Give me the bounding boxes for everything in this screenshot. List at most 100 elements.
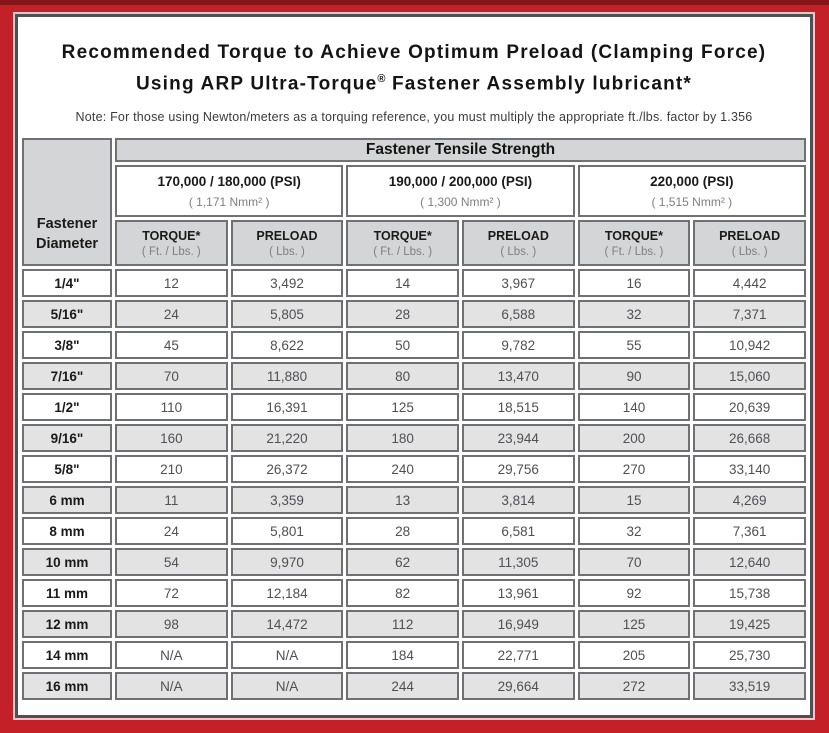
preload-value-cell: 22,771	[461, 641, 575, 670]
fastener-diameter-cell: 9/16"	[22, 424, 112, 453]
group-header-tensile-strength: Fastener Tensile Strength	[115, 138, 806, 163]
preload-value-cell: 16,391	[230, 393, 344, 422]
preload-value-cell: 4,442	[693, 269, 806, 298]
preload-value-cell: 3,814	[461, 486, 575, 515]
torque-value-cell: 205	[577, 641, 691, 670]
preload-value-cell: 15,738	[693, 579, 806, 608]
torque-label: TORQUE*	[373, 228, 432, 243]
preload-value-cell: 19,425	[693, 610, 806, 639]
preload-value-cell: 5,801	[230, 517, 344, 546]
torque-value-cell: 92	[577, 579, 691, 608]
preload-value-cell: 12,184	[230, 579, 344, 608]
table-row: 16 mm N/A N/A 244 29,664 272 33,519	[22, 672, 806, 701]
preload-value-cell: 7,371	[693, 300, 806, 329]
table-row: 7/16" 70 11,880 80 13,470 90 15,060	[22, 362, 806, 391]
preload-value-cell: 7,361	[693, 517, 806, 546]
fastener-diameter-cell: 16 mm	[22, 672, 112, 701]
torque-value-cell: 70	[577, 548, 691, 577]
nmm-label: ( 1,515 Nmm² )	[651, 194, 733, 209]
preload-value-cell: 16,949	[461, 610, 575, 639]
torque-table: Fastener Diameter Fastener Tensile Stren…	[19, 135, 809, 703]
preload-value-cell: 26,668	[693, 424, 806, 453]
preload-value-cell: 3,967	[461, 269, 575, 298]
preload-value-cell: 15,060	[693, 362, 806, 391]
preload-value-cell: 5,805	[230, 300, 344, 329]
title-line2-suffix: Fastener Assembly lubricant*	[385, 73, 693, 95]
preload-label: PRELOAD	[487, 228, 549, 243]
preload-value-cell: 29,664	[461, 672, 575, 701]
preload-value-cell: 29,756	[461, 455, 575, 484]
strength-group-170-180: 170,000 / 180,000 (PSI) ( 1,171 Nmm² )	[115, 165, 344, 218]
fastener-diameter-cell: 7/16"	[22, 362, 112, 391]
torque-value-cell: N/A	[115, 672, 228, 701]
torque-value-cell: 80	[346, 362, 459, 391]
table-row: 5/16" 24 5,805 28 6,588 32 7,371	[22, 300, 806, 329]
torque-table-wrap: Fastener Diameter Fastener Tensile Stren…	[19, 135, 809, 703]
table-row: 8 mm 24 5,801 28 6,581 32 7,361	[22, 517, 806, 546]
preload-value-cell: 21,220	[230, 424, 344, 453]
preload-value-cell: 14,472	[230, 610, 344, 639]
fastener-diameter-cell: 12 mm	[22, 610, 112, 639]
torque-value-cell: 28	[346, 300, 459, 329]
torque-value-cell: 12	[115, 269, 228, 298]
fastener-diameter-cell: 6 mm	[22, 486, 112, 515]
preload-column-header: PRELOAD ( Lbs. )	[461, 220, 575, 267]
table-row: 12 mm 98 14,472 112 16,949 125 19,425	[22, 610, 806, 639]
torque-value-cell: 16	[577, 269, 691, 298]
table-row: 5/8" 210 26,372 240 29,756 270 33,140	[22, 455, 806, 484]
page-title-line1: Recommended Torque to Achieve Optimum Pr…	[61, 42, 767, 63]
torque-unit: ( Ft. / Lbs. )	[604, 245, 664, 258]
preload-value-cell: 33,140	[693, 455, 806, 484]
title-block: Recommended Torque to Achieve Optimum Pr…	[18, 39, 810, 124]
table-row: 14 mm N/A N/A 184 22,771 205 25,730	[22, 641, 806, 670]
preload-value-cell: 33,519	[693, 672, 806, 701]
torque-value-cell: 240	[346, 455, 459, 484]
torque-value-cell: 13	[346, 486, 459, 515]
fastener-diameter-cell: 10 mm	[22, 548, 112, 577]
torque-value-cell: 50	[346, 331, 459, 360]
preload-value-cell: 23,944	[461, 424, 575, 453]
conversion-note: Note: For those using Newton/meters as a…	[75, 110, 753, 125]
torque-value-cell: 72	[115, 579, 228, 608]
preload-value-cell: 11,305	[461, 548, 575, 577]
table-row: 3/8" 45 8,622 50 9,782 55 10,942	[22, 331, 806, 360]
torque-value-cell: 98	[115, 610, 228, 639]
preload-value-cell: 25,730	[693, 641, 806, 670]
preload-column-header: PRELOAD ( Lbs. )	[693, 220, 806, 267]
torque-value-cell: 160	[115, 424, 228, 453]
registered-trademark-symbol: ®	[377, 73, 386, 85]
preload-value-cell: 11,880	[230, 362, 344, 391]
torque-value-cell: 45	[115, 331, 228, 360]
preload-value-cell: 3,492	[230, 269, 344, 298]
torque-value-cell: 110	[115, 393, 228, 422]
preload-value-cell: 4,269	[693, 486, 806, 515]
preload-value-cell: 12,640	[693, 548, 806, 577]
preload-unit: ( Lbs. )	[731, 245, 768, 258]
fastener-diameter-cell: 5/8"	[22, 455, 112, 484]
torque-value-cell: 70	[115, 362, 228, 391]
torque-value-cell: 272	[577, 672, 691, 701]
psi-label: 190,000 / 200,000 (PSI)	[388, 173, 533, 189]
preload-value-cell: 3,359	[230, 486, 344, 515]
torque-value-cell: 184	[346, 641, 459, 670]
preload-value-cell: 8,622	[230, 331, 344, 360]
torque-value-cell: N/A	[115, 641, 228, 670]
title-line2-prefix: Using ARP Ultra-Torque	[135, 73, 378, 95]
torque-value-cell: 180	[346, 424, 459, 453]
torque-value-cell: 32	[577, 517, 691, 546]
fastener-diameter-cell: 5/16"	[22, 300, 112, 329]
strength-group-190-200: 190,000 / 200,000 (PSI) ( 1,300 Nmm² )	[346, 165, 575, 218]
torque-label: TORQUE*	[142, 228, 201, 243]
torque-unit: ( Ft. / Lbs. )	[141, 245, 201, 258]
dark-red-top-strip	[0, 0, 829, 5]
table-row: 1/4" 12 3,492 14 3,967 16 4,442	[22, 269, 806, 298]
preload-label: PRELOAD	[256, 228, 318, 243]
torque-unit: ( Ft. / Lbs. )	[373, 245, 433, 258]
torque-value-cell: 244	[346, 672, 459, 701]
psi-label: 220,000 (PSI)	[650, 173, 734, 189]
torque-value-cell: 24	[115, 517, 228, 546]
preload-value-cell: 26,372	[230, 455, 344, 484]
torque-value-cell: 90	[577, 362, 691, 391]
table-row: 9/16" 160 21,220 180 23,944 200 26,668	[22, 424, 806, 453]
